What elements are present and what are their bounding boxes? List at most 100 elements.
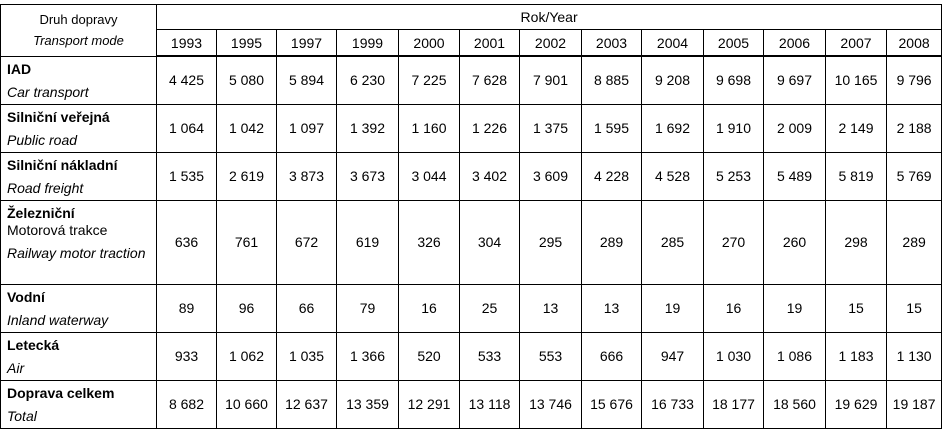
row-label-cell: Železniční Motorová trakce Railway motor t…	[0, 199, 157, 285]
value-cell-2002: 295	[519, 199, 582, 285]
value-cell-2004: 4 528	[641, 151, 704, 201]
value-cell-2008: 9 796	[885, 55, 943, 105]
value-cell-2008: 2 188	[885, 103, 943, 153]
row-label-en: Road freight	[7, 179, 84, 196]
table-row: IAD Car transport 4 425 5 080 5 894 6 230 7 22…	[0, 55, 943, 105]
header-row-top: Druh dopravy Transport mode Rok/Year	[0, 4, 943, 57]
table-row: Vodní Inland waterway 89 96 66 79 16 25 13 13 19 16…	[0, 283, 943, 333]
value-cell-2002: 13 746	[519, 379, 582, 429]
value-cell-2004: 947	[641, 331, 704, 381]
value-cell-2006: 19	[763, 283, 826, 333]
value-cell-1995: 1 062	[216, 331, 277, 381]
value-cell-1993: 1 064	[156, 103, 217, 153]
value-cell-2007: 19 629	[825, 379, 887, 429]
value-cell-1997: 1 035	[276, 331, 337, 381]
value-cell-2000: 16	[398, 283, 460, 333]
value-cell-2003: 8 885	[581, 55, 642, 105]
value-cell-2006: 5 489	[763, 151, 826, 201]
value-cell-2007: 10 165	[825, 55, 887, 105]
value-cell-2001: 3 402	[459, 151, 520, 201]
row-label-cell: Letecká Air	[0, 331, 157, 381]
value-cell-1997: 5 894	[276, 55, 337, 105]
value-cell-2007: 15	[825, 283, 887, 333]
value-cell-1997: 66	[276, 283, 337, 333]
value-cell-2000: 520	[398, 331, 460, 381]
table-row: Doprava celkem Total 8 682 10 660 12 637 13 3…	[0, 379, 943, 429]
year-header-1995: 1995	[216, 29, 277, 57]
value-cell-2000: 7 225	[398, 55, 460, 105]
year-header-2000: 2000	[398, 29, 460, 57]
row-label-cz: Železniční	[7, 204, 75, 221]
value-cell-1993: 1 535	[156, 151, 217, 201]
value-cell-2000: 1 160	[398, 103, 460, 153]
value-cell-1997: 3 873	[276, 151, 337, 201]
year-header-2003: 2003	[581, 29, 642, 57]
value-cell-2006: 9 697	[763, 55, 826, 105]
row-label-cell: IAD Car transport	[0, 55, 157, 105]
value-cell-2005: 9 698	[703, 55, 764, 105]
value-cell-2006: 1 086	[763, 331, 826, 381]
value-cell-1999: 79	[336, 283, 399, 333]
row-label-en: Inland waterway	[7, 311, 109, 328]
row-label-en: Air	[7, 359, 25, 376]
value-cell-2002: 13	[519, 283, 582, 333]
value-cell-2007: 298	[825, 199, 887, 285]
year-header-2006: 2006	[763, 29, 826, 57]
value-cell-1995: 96	[216, 283, 277, 333]
value-cell-2002: 1 375	[519, 103, 582, 153]
row-label-cz: Vodní	[7, 288, 45, 305]
mode-header-cell: Druh dopravy Transport mode	[0, 4, 157, 57]
value-cell-1997: 672	[276, 199, 337, 285]
row-label-cz: IAD	[7, 60, 32, 77]
value-cell-2008: 289	[885, 199, 943, 285]
value-cell-1993: 636	[156, 199, 217, 285]
mode-header-en: Transport mode	[33, 33, 124, 49]
value-cell-1995: 2 619	[216, 151, 277, 201]
value-cell-2001: 1 226	[459, 103, 520, 153]
value-cell-1993: 89	[156, 283, 217, 333]
value-cell-2008: 1 130	[885, 331, 943, 381]
value-cell-1999: 1 366	[336, 331, 399, 381]
value-cell-2005: 18 177	[703, 379, 764, 429]
value-cell-1999: 13 359	[336, 379, 399, 429]
year-group-header: Rok/Year	[155, 4, 943, 30]
table-row: Letecká Air 933 1 062 1 035 1 366 520 533 553 666…	[0, 331, 943, 381]
value-cell-2004: 1 692	[641, 103, 704, 153]
year-header-2007: 2007	[825, 29, 887, 57]
value-cell-1999: 3 673	[336, 151, 399, 201]
year-header-1997: 1997	[276, 29, 337, 57]
row-label-en: Car transport	[7, 83, 89, 100]
value-cell-2002: 7 901	[519, 55, 582, 105]
row-label-cell: Silniční nákladní Road freight	[0, 151, 157, 201]
value-cell-2000: 3 044	[398, 151, 460, 201]
value-cell-1995: 1 042	[216, 103, 277, 153]
value-cell-2001: 7 628	[459, 55, 520, 105]
year-header-2008: 2008	[885, 29, 943, 57]
value-cell-2000: 12 291	[398, 379, 460, 429]
value-cell-1999: 6 230	[336, 55, 399, 105]
row-label-sub: Motorová trakce	[7, 221, 108, 238]
value-cell-2003: 13	[581, 283, 642, 333]
row-label-cz: Silniční veřejná	[7, 108, 110, 125]
value-cell-2007: 1 183	[825, 331, 887, 381]
value-cell-2006: 2 009	[763, 103, 826, 153]
value-cell-1997: 12 637	[276, 379, 337, 429]
table-row: Železniční Motorová trakce Railway motor t…	[0, 199, 943, 285]
header-row-years: 1993 1995 1997 1999 2000 2001 2002 2003 2004 2005…	[1, 29, 943, 57]
table-row: Silniční veřejná Public road 1 064 1 042 1 0…	[0, 103, 943, 153]
value-cell-2007: 5 819	[825, 151, 887, 201]
value-cell-2004: 19	[641, 283, 704, 333]
value-cell-1993: 933	[156, 331, 217, 381]
table-row: Silniční nákladní Road freight 1 535 2 619 3…	[0, 151, 943, 201]
row-label-en: Railway motor traction	[7, 244, 146, 261]
value-cell-2007: 2 149	[825, 103, 887, 153]
value-cell-1993: 4 425	[156, 55, 217, 105]
value-cell-2001: 533	[459, 331, 520, 381]
mode-header-cz: Druh dopravy	[39, 12, 118, 28]
row-label-cz: Letecká	[7, 336, 60, 353]
value-cell-1997: 1 097	[276, 103, 337, 153]
value-cell-2003: 289	[581, 199, 642, 285]
value-cell-2001: 13 118	[459, 379, 520, 429]
value-cell-2005: 16	[703, 283, 764, 333]
year-header-1999: 1999	[336, 29, 399, 57]
